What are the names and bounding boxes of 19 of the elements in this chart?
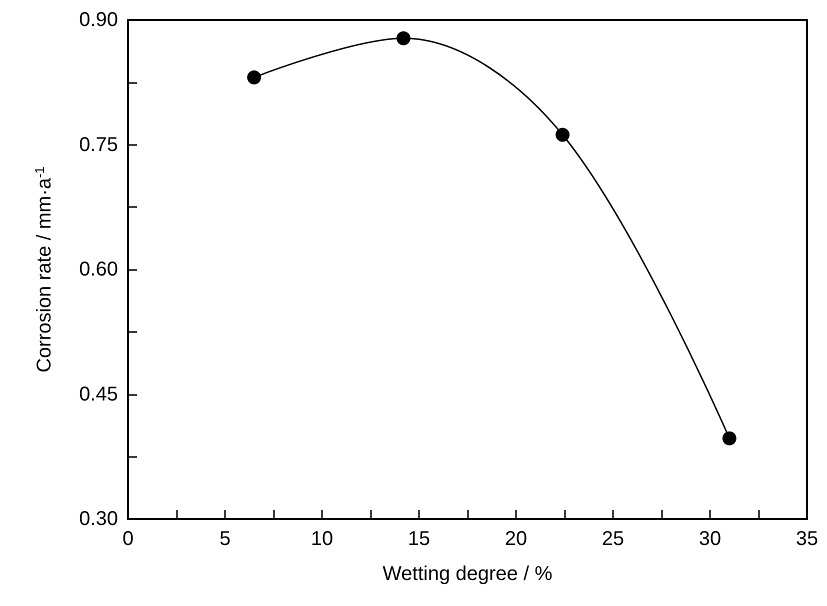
y-axis-title: Corrosion rate / mm·a-1 bbox=[32, 166, 56, 373]
x-tick-label: 20 bbox=[504, 528, 528, 550]
y-tick-label: 0.75 bbox=[79, 134, 118, 156]
y-tick-label: 0.90 bbox=[79, 9, 118, 31]
y-tick-label: 0.60 bbox=[79, 258, 118, 280]
x-tick-label: 25 bbox=[602, 528, 624, 550]
x-tick-label: 35 bbox=[796, 528, 818, 550]
x-tick-label: 15 bbox=[408, 528, 430, 550]
x-tick-label: 5 bbox=[219, 528, 231, 550]
point bbox=[722, 431, 736, 446]
x-tick-label: 0 bbox=[122, 528, 134, 550]
x-tick-label: 30 bbox=[698, 528, 722, 550]
x-axis-title: Wetting degree / % bbox=[382, 563, 553, 585]
x-tick-label: 10 bbox=[310, 528, 334, 550]
point bbox=[247, 70, 262, 84]
point bbox=[396, 31, 410, 46]
point bbox=[556, 128, 570, 142]
y-tick-label: 0.45 bbox=[79, 383, 118, 406]
y-tick-label: 0.30 bbox=[79, 508, 118, 530]
